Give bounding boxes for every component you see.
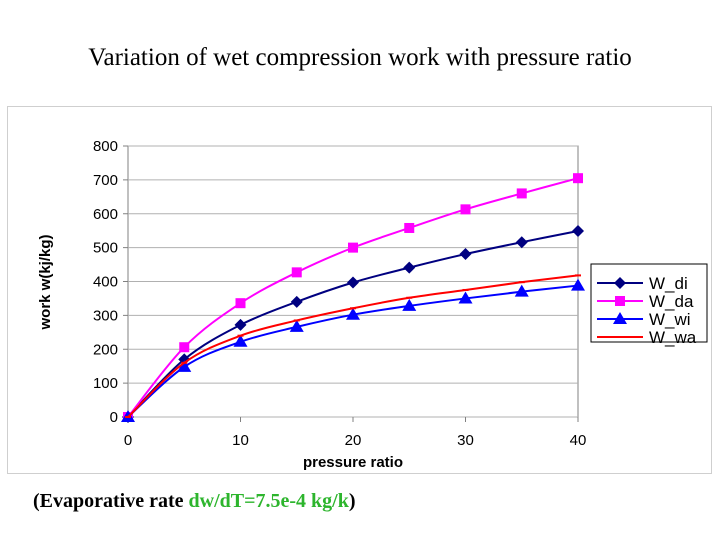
legend-marker <box>614 277 626 289</box>
legend-entry: W_di <box>597 274 688 293</box>
data-point <box>289 319 304 332</box>
legend-entry: W_wi <box>597 310 691 329</box>
caption-close: ) <box>348 490 356 512</box>
data-point <box>515 236 528 249</box>
data-point <box>458 291 473 304</box>
data-point <box>460 204 471 215</box>
data-point <box>234 318 247 331</box>
caption-highlight: dw/dT=7.5e-4 kg/k <box>188 490 349 512</box>
legend-box <box>590 263 708 343</box>
y-tick-label: 500 <box>93 240 118 257</box>
data-point <box>348 242 358 253</box>
legend-label: W_da <box>649 292 694 311</box>
data-point <box>346 307 360 320</box>
data-point <box>459 248 472 261</box>
legend-label: W_wi <box>649 310 691 329</box>
y-tick-label: 800 <box>93 138 118 155</box>
legend-marker <box>613 312 627 324</box>
y-tick-label: 100 <box>93 375 118 392</box>
legend-entry: W_wa <box>597 328 697 347</box>
y-tick-label: 200 <box>93 341 118 358</box>
data-point <box>347 276 359 289</box>
series-layer <box>121 173 585 423</box>
series-w-wa <box>125 274 581 418</box>
data-point <box>233 334 248 347</box>
legend-label: W_di <box>649 274 688 293</box>
data-point <box>179 342 190 353</box>
legend: W_diW_daW_wiW_wa <box>590 263 708 347</box>
x-tick-label: 30 <box>457 432 474 449</box>
legend-marker <box>615 296 625 306</box>
x-tick-label: 10 <box>232 432 249 449</box>
data-point <box>403 261 416 274</box>
caption: (Evaporative rate dw/dT=7.5e-4 kg/k) <box>33 490 356 513</box>
data-point <box>571 278 585 291</box>
data-point <box>402 298 417 311</box>
data-point <box>290 295 303 308</box>
data-point <box>514 284 529 297</box>
x-axis-label: pressure ratio <box>303 454 403 471</box>
y-tick-label: 700 <box>93 172 118 189</box>
x-tick-label: 0 <box>124 432 132 449</box>
legend-entry: W_da <box>597 292 694 311</box>
axis-ticks: 0 100 200 300 400 500 600 700 800 0 10 20 30 40 <box>93 138 586 449</box>
series-line <box>127 177 579 418</box>
data-point <box>404 222 415 233</box>
x-tick-label: 40 <box>570 432 587 449</box>
y-tick-label: 300 <box>93 307 118 324</box>
legend-label: W_wa <box>649 328 697 347</box>
caption-open: (Evaporative rate <box>33 490 189 512</box>
line-chart: 0 100 200 300 400 500 600 700 800 0 10 20 30 40 press… <box>37 138 708 471</box>
gridlines <box>128 145 578 418</box>
y-tick-label: 0 <box>110 409 118 426</box>
data-point <box>235 298 246 309</box>
x-tick-label: 20 <box>345 432 362 449</box>
y-tick-label: 400 <box>93 274 118 291</box>
data-point <box>573 173 583 184</box>
data-point <box>291 267 302 278</box>
slide-title: Variation of wet compression work with p… <box>88 44 632 71</box>
y-tick-label: 600 <box>93 206 118 223</box>
data-point <box>516 188 527 199</box>
data-point <box>572 225 584 238</box>
data-point <box>177 359 192 372</box>
y-axis-label: work w(kj/kg) <box>37 234 54 330</box>
